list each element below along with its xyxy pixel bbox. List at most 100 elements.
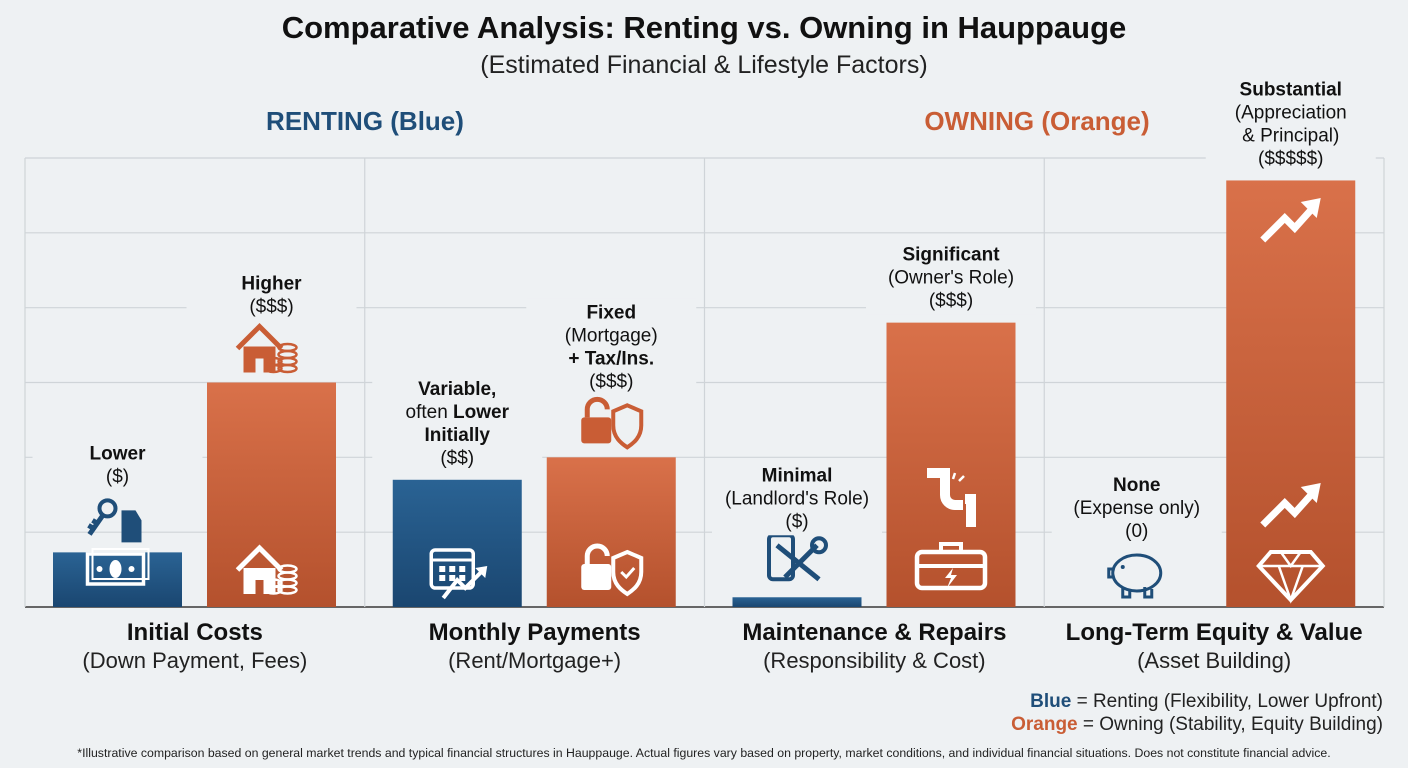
annotation-text: Lower — [90, 443, 147, 464]
annotation-text: ($$$) — [929, 291, 973, 312]
legend-owning: Orange = Owning (Stability, Equity Build… — [1011, 714, 1383, 735]
annotation-text: Significant — [902, 245, 1000, 266]
bar-annotation-line: & Principal) — [1242, 125, 1339, 146]
annotation-backdrop — [866, 240, 1036, 315]
bars — [53, 180, 1356, 607]
annotation-text: None — [1113, 475, 1161, 496]
annotation-text: (Mortgage) — [565, 325, 658, 346]
annotation-text: ($$$) — [589, 371, 633, 392]
bar-owning-3 — [1226, 180, 1356, 607]
annotation-text: + Tax/Ins. — [568, 348, 654, 369]
bar-annotation-line: None — [1113, 475, 1161, 496]
bar-owning-2 — [886, 322, 1016, 607]
bar-annotation-line: (Mortgage) — [565, 325, 658, 346]
annotation-text: (Expense only) — [1073, 498, 1200, 519]
annotation-text: ($) — [785, 511, 808, 532]
annotation-text: ($$$$$) — [1258, 148, 1324, 169]
annotation-text: Initially — [425, 425, 491, 446]
annotation-text: (Owner's Role) — [888, 268, 1014, 289]
legend-owning-key: Orange — [1011, 714, 1078, 735]
chart-subtitle: (Estimated Financial & Lifestyle Factors… — [480, 51, 927, 79]
annotation-backdrop — [372, 374, 543, 472]
bar-annotation-line: Minimal — [762, 465, 833, 486]
annotation-text: Lower — [453, 402, 510, 423]
group-label-owning: OWNING (Orange) — [924, 106, 1149, 136]
bar-renting-1 — [392, 479, 522, 607]
category-subtitle: (Down Payment, Fees) — [82, 648, 307, 673]
toolbox-icon — [914, 542, 988, 591]
annotation-backdrop — [1051, 471, 1222, 545]
legend-renting-text: = Renting (Flexibility, Lower Upfront) — [1071, 691, 1383, 712]
bar-annotation-line: ($$$) — [249, 297, 293, 318]
annotation-text: ($$) — [440, 448, 474, 469]
diamond-icon — [1256, 550, 1326, 604]
annotation-backdrop — [526, 298, 697, 396]
bar-annotation-line: ($$$) — [589, 371, 633, 392]
bar-annotation-line: + Tax/Ins. — [568, 348, 654, 369]
bar-annotation-line: ($$) — [440, 448, 474, 469]
bar-annotation-line: (Landlord's Role) — [725, 488, 869, 509]
annotation-text: Higher — [241, 274, 302, 295]
bar-annotation-line: Substantial — [1240, 79, 1342, 100]
category-title: Monthly Payments — [429, 619, 641, 646]
bar-annotation-line: Variable, — [418, 379, 496, 400]
bar-annotation-line: ($) — [106, 466, 129, 487]
trend-arrow-icon — [1260, 198, 1321, 243]
bar-annotation-line: ($$$$$) — [1258, 148, 1324, 169]
category-title: Maintenance & Repairs — [742, 619, 1006, 646]
leaking-pipe-icon — [927, 468, 976, 527]
footnote: *Illustrative comparison based on genera… — [77, 746, 1330, 760]
legend-owning-text: = Owning (Stability, Equity Building) — [1078, 714, 1383, 735]
category-title: Long-Term Equity & Value — [1066, 619, 1363, 646]
bar-annotation-line: Lower — [90, 443, 147, 464]
category-subtitle: (Rent/Mortgage+) — [448, 648, 621, 673]
bar-annotation-line: ($) — [785, 511, 808, 532]
annotation-text: often — [406, 402, 454, 423]
keys-price-tag-icon — [87, 498, 142, 543]
category-title: Initial Costs — [127, 619, 263, 646]
bar-annotation-line: Significant — [902, 245, 1000, 266]
annotation-text: Minimal — [762, 465, 833, 486]
lock-shield-check-icon — [581, 543, 644, 597]
bar-annotation-line: (Expense only) — [1073, 498, 1200, 519]
trend-arrow-icon — [1260, 483, 1321, 528]
annotation-text: Fixed — [586, 302, 636, 323]
bar-annotations: Lower($)Variable,often LowerInitially($$… — [32, 75, 1376, 545]
piggy-bank-icon — [1107, 553, 1163, 599]
category-subtitle: (Responsibility & Cost) — [763, 648, 986, 673]
annotation-text: (0) — [1125, 521, 1148, 542]
bar-annotation-line: Initially — [425, 425, 491, 446]
bar-annotation-line: Higher — [241, 274, 302, 295]
annotation-backdrop — [1205, 75, 1376, 173]
annotation-text: (Appreciation — [1235, 102, 1347, 123]
lock-shield-icon — [581, 396, 644, 450]
bar-annotation-line: (Owner's Role) — [888, 268, 1014, 289]
chart-title: Comparative Analysis: Renting vs. Owning… — [282, 10, 1127, 45]
category-subtitle: (Asset Building) — [1137, 648, 1291, 673]
annotation-text: ($) — [106, 466, 129, 487]
annotation-text: & Principal) — [1242, 125, 1339, 146]
bar-annotation-line: Fixed — [586, 302, 636, 323]
house-coins-icon — [235, 322, 298, 374]
annotation-text: Variable, — [418, 379, 496, 400]
phone-wrench-icon — [767, 533, 828, 582]
annotation-text: ($$$) — [249, 297, 293, 318]
bar-annotation-line: often Lower — [406, 402, 510, 423]
annotation-text: (Landlord's Role) — [725, 488, 869, 509]
group-label-renting: RENTING (Blue) — [266, 106, 464, 136]
legend-renting-key: Blue — [1030, 691, 1071, 712]
bar-annotation-line: (Appreciation — [1235, 102, 1347, 123]
calendar-trend-icon — [429, 548, 488, 600]
legend-renting: Blue = Renting (Flexibility, Lower Upfro… — [1030, 691, 1383, 712]
house-coins-icon — [235, 544, 298, 595]
annotation-text: Substantial — [1240, 79, 1342, 100]
annotation-backdrop — [712, 461, 882, 536]
bar-renting-2 — [732, 597, 862, 607]
bar-annotation-line: (0) — [1125, 521, 1148, 542]
bar-annotation-line: ($$$) — [929, 291, 973, 312]
category-labels: Initial Costs(Down Payment, Fees) Monthly… — [82, 619, 1362, 673]
annotation-backdrop — [186, 269, 357, 321]
cash-icon — [85, 548, 150, 586]
annotation-backdrop — [32, 439, 203, 491]
